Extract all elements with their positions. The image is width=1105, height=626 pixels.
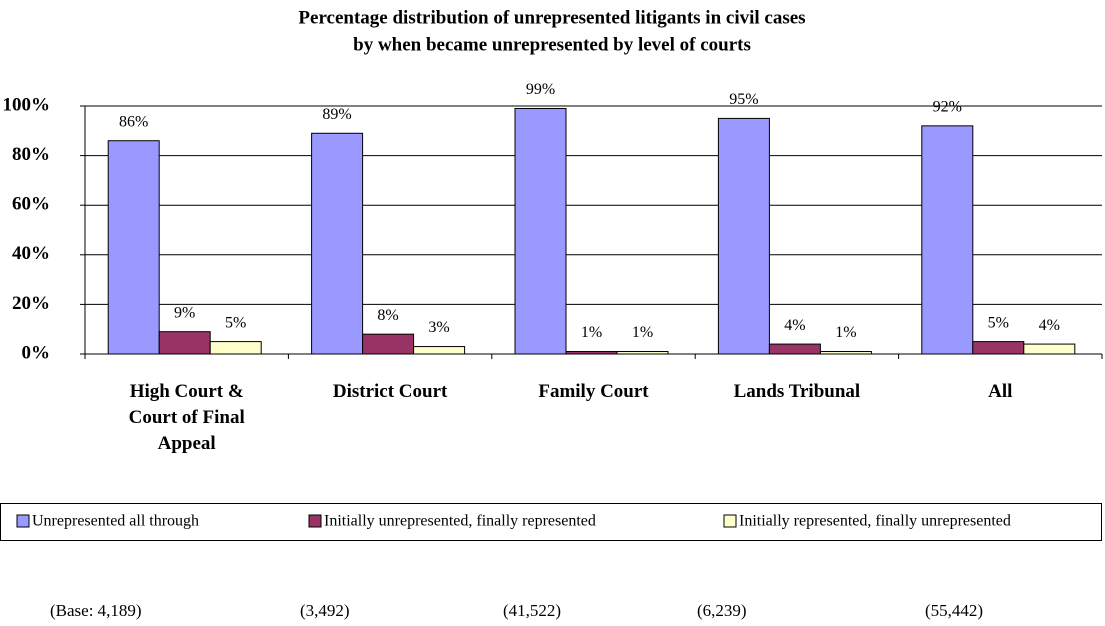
y-tick-label: 40% bbox=[12, 243, 50, 264]
bar bbox=[819, 351, 872, 355]
y-tick-label: 100% bbox=[3, 94, 51, 115]
legend-swatch bbox=[16, 514, 30, 528]
value-label: 99% bbox=[526, 81, 555, 98]
bar bbox=[209, 341, 262, 355]
chart-title: Percentage distribution of unrepresented… bbox=[298, 7, 805, 28]
value-label: 89% bbox=[322, 106, 351, 123]
chart-title: by when became unrepresented by level of… bbox=[353, 34, 751, 55]
value-label: 9% bbox=[174, 304, 195, 321]
value-label: 5% bbox=[988, 314, 1009, 331]
value-label: 1% bbox=[581, 324, 602, 341]
y-tick-label: 60% bbox=[12, 194, 50, 215]
y-tick-label: 80% bbox=[12, 144, 50, 165]
legend-label: Initially unrepresented, finally represe… bbox=[324, 513, 596, 530]
bar bbox=[1023, 343, 1076, 355]
bar bbox=[311, 132, 364, 355]
legend-label: Unrepresented all through bbox=[32, 513, 199, 530]
value-label: 8% bbox=[377, 307, 398, 324]
value-label: 95% bbox=[729, 91, 758, 108]
bar bbox=[616, 351, 669, 355]
bar bbox=[107, 140, 160, 355]
value-label: 1% bbox=[632, 324, 653, 341]
legend-swatch bbox=[308, 514, 322, 528]
x-tick-label: District Court bbox=[332, 381, 448, 402]
legend-box bbox=[0, 503, 1102, 541]
bar bbox=[565, 351, 618, 355]
x-tick-label: Family Court bbox=[538, 381, 649, 402]
bar bbox=[972, 341, 1025, 355]
legend-label: Initially represented, finally unreprese… bbox=[739, 513, 1011, 530]
value-label: 4% bbox=[784, 317, 805, 334]
bar bbox=[514, 107, 567, 355]
x-tick-label: High Court & Court of Final Appeal bbox=[128, 381, 245, 454]
base-label: (41,522) bbox=[503, 601, 562, 620]
y-tick-label: 20% bbox=[12, 293, 50, 314]
x-tick-label: Lands Tribunal bbox=[733, 381, 861, 402]
base-label: (55,442) bbox=[925, 601, 984, 620]
bar bbox=[413, 346, 466, 355]
bar bbox=[362, 333, 415, 355]
value-label: 1% bbox=[835, 324, 856, 341]
bar bbox=[717, 117, 770, 355]
bar bbox=[158, 331, 211, 355]
bar bbox=[768, 343, 821, 355]
bar bbox=[921, 125, 974, 355]
y-tick-label: 0% bbox=[22, 342, 51, 363]
value-label: 4% bbox=[1039, 317, 1060, 334]
value-label: 3% bbox=[428, 319, 449, 336]
value-label: 5% bbox=[225, 314, 246, 331]
x-tick-label: All bbox=[988, 381, 1013, 402]
base-label: (6,239) bbox=[697, 601, 747, 620]
base-label: (3,492) bbox=[300, 601, 350, 620]
base-label: (Base: 4,189) bbox=[50, 601, 142, 620]
value-label: 86% bbox=[119, 113, 148, 130]
legend-swatch bbox=[723, 514, 737, 528]
value-label: 92% bbox=[933, 99, 962, 116]
